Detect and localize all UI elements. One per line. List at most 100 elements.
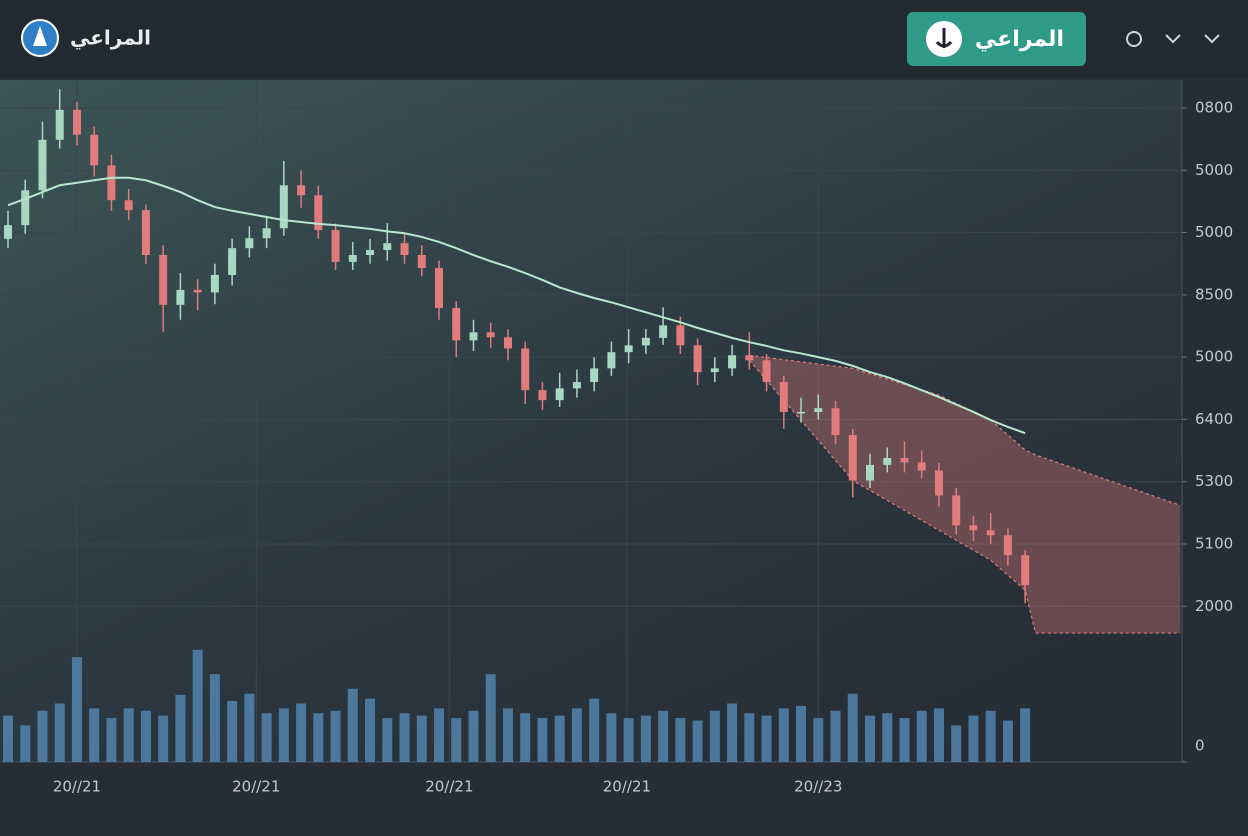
volume-bar xyxy=(227,701,238,762)
volume-bar xyxy=(485,674,496,762)
candle-body xyxy=(762,360,771,383)
candle-body xyxy=(555,388,564,401)
volume-bar xyxy=(330,710,341,762)
chevron[interactable] xyxy=(1204,34,1220,44)
candle-body xyxy=(245,238,254,249)
candle-body xyxy=(814,408,823,412)
x-tick-label: 20//23 xyxy=(794,778,842,796)
volume-bar xyxy=(520,713,531,762)
plot-area xyxy=(0,80,1182,762)
moving-average xyxy=(7,176,1026,435)
volume-bar xyxy=(537,718,548,762)
volume-bar xyxy=(882,713,893,762)
candle-body xyxy=(503,337,512,349)
forecast-upper xyxy=(749,354,1181,506)
candle-body xyxy=(952,495,961,526)
candle-body xyxy=(435,268,443,308)
candle-body xyxy=(641,337,650,346)
candle-body xyxy=(900,458,909,463)
candle-body xyxy=(590,368,599,383)
button-label: المراعي xyxy=(975,27,1064,52)
volume-bar xyxy=(20,725,31,762)
candle-body xyxy=(193,289,202,293)
candle-body xyxy=(831,408,840,436)
x-tick-label: 20//21 xyxy=(425,778,473,796)
candle-body xyxy=(141,210,150,256)
candle-body xyxy=(1021,555,1030,586)
volume-bar xyxy=(727,703,738,762)
volume-bar xyxy=(692,720,703,762)
volume-bar xyxy=(158,715,169,762)
candle-body xyxy=(348,255,357,262)
volume-bar xyxy=(37,710,48,762)
candle-body xyxy=(297,185,306,196)
volume-bar xyxy=(416,715,427,762)
volume-bar xyxy=(709,710,720,762)
candle-body xyxy=(693,345,702,373)
volume-bar xyxy=(796,705,807,762)
y-tick-label: 5300 xyxy=(1195,472,1233,490)
forecast-band xyxy=(749,355,1181,634)
volume-bar xyxy=(502,708,513,762)
candle-body xyxy=(55,109,64,140)
volume-bar xyxy=(916,710,927,762)
y-tick-label: 2000 xyxy=(1195,597,1233,615)
candle-body xyxy=(521,348,530,391)
volume-bar xyxy=(951,725,962,762)
volume-bar xyxy=(1002,720,1013,762)
y-tick-label: 8500 xyxy=(1195,285,1233,303)
volume-bar xyxy=(106,718,117,762)
volume-bar xyxy=(140,710,151,762)
candle-body xyxy=(262,228,271,239)
volume-bar xyxy=(209,674,220,762)
x-tick-label: 20//21 xyxy=(53,778,101,796)
volume-bar xyxy=(278,708,289,762)
volume-bar xyxy=(778,708,789,762)
candle-body xyxy=(917,462,926,471)
y-tick-label: 5000 xyxy=(1195,161,1233,179)
volume-bar xyxy=(813,718,824,762)
volume-bar xyxy=(1020,708,1031,762)
volume-bar xyxy=(468,710,479,762)
candle-body xyxy=(1003,535,1012,556)
candle-body xyxy=(572,382,581,389)
volume-bar xyxy=(968,715,979,762)
candle-body xyxy=(21,190,30,226)
candle-body xyxy=(866,464,874,481)
volume-bar xyxy=(675,718,686,762)
volume-bar xyxy=(54,703,65,762)
candle-body xyxy=(314,195,323,231)
volume-bar xyxy=(589,698,600,762)
candle-body xyxy=(210,274,219,293)
volume-bar xyxy=(744,713,755,762)
candle-body xyxy=(538,390,547,401)
candle-body xyxy=(624,345,633,353)
candle-body xyxy=(4,225,12,239)
candle-body xyxy=(383,243,392,251)
circle-icon[interactable] xyxy=(1126,31,1142,47)
candle-body xyxy=(986,530,995,536)
candle-body xyxy=(228,248,237,275)
volume-bar xyxy=(399,713,410,762)
candle-body xyxy=(848,435,857,481)
chevron[interactable] xyxy=(1165,34,1181,44)
candle-body xyxy=(124,200,133,211)
candle-body xyxy=(107,165,116,201)
volume-bar xyxy=(434,708,444,762)
volume-bar xyxy=(296,703,307,762)
candle-body xyxy=(779,382,788,412)
candle-body xyxy=(452,307,461,341)
volume-bar xyxy=(71,657,82,762)
y-tick-label: 5000 xyxy=(1195,348,1233,366)
volume-bar xyxy=(830,710,841,762)
candle-body xyxy=(607,352,616,369)
volume-bar xyxy=(640,715,651,762)
volume-bar xyxy=(3,715,13,762)
volume-bar xyxy=(933,708,944,762)
volume-bar xyxy=(571,708,582,762)
candle-body xyxy=(728,355,737,369)
volume-bar xyxy=(192,649,203,762)
y-tick-label: 5100 xyxy=(1195,535,1233,553)
